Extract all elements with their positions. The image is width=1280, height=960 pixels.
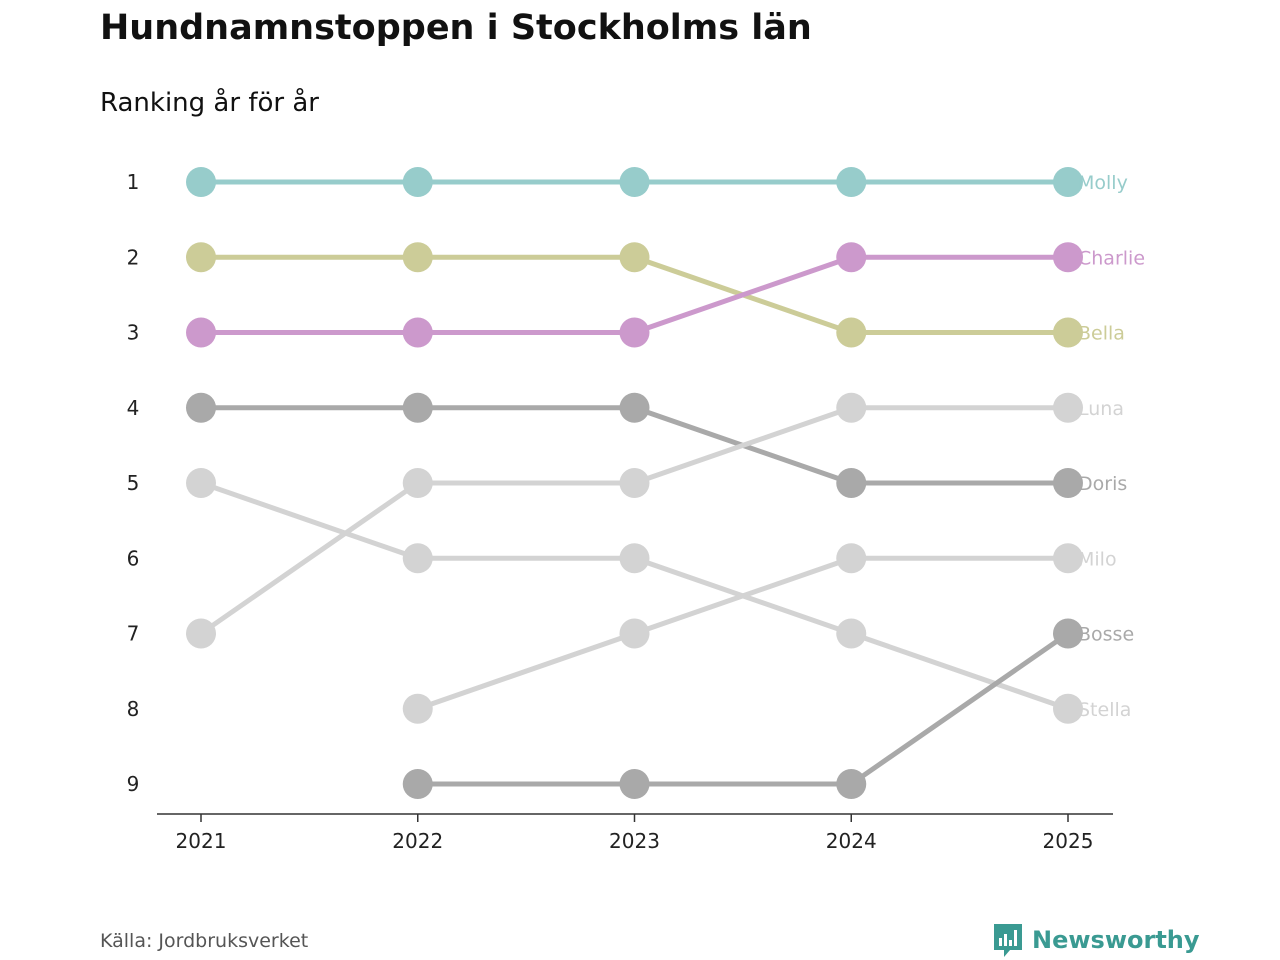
data-point-luna (186, 618, 216, 649)
brand-logo[interactable]: Newsworthy (992, 922, 1200, 958)
data-point-molly (1053, 167, 1083, 197)
x-tick-label: 2023 (609, 829, 660, 853)
series-label-doris: Doris (1078, 473, 1127, 495)
chart-subtitle: Ranking år för år (100, 88, 319, 118)
chart-title: Hundnamnstoppen i Stockholms län (100, 8, 812, 48)
x-tick-label: 2025 (1043, 829, 1094, 853)
series-label-bella: Bella (1078, 323, 1125, 345)
x-tick-label: 2021 (176, 829, 227, 853)
data-point-doris (836, 468, 867, 498)
data-point-bella (402, 242, 433, 273)
y-tick-label: 7 (127, 622, 140, 646)
series-line-luna (198, 405, 1071, 636)
data-point-luna (619, 468, 650, 498)
y-tick-label: 1 (127, 170, 140, 194)
data-point-charlie (186, 317, 216, 348)
data-point-charlie (402, 317, 433, 348)
series-label-luna: Luna (1078, 398, 1124, 420)
data-point-luna (402, 468, 433, 498)
data-point-bosse (836, 769, 867, 799)
data-point-milo (836, 543, 867, 574)
series-line-stella (198, 480, 1071, 712)
data-point-bella (619, 242, 650, 273)
x-tick-label: 2022 (392, 829, 443, 853)
data-point-doris (1053, 468, 1083, 498)
series-line-milo (415, 555, 1071, 712)
data-point-stella (186, 468, 216, 498)
data-point-luna (836, 392, 867, 423)
x-tick-label: 2024 (826, 829, 877, 853)
data-point-charlie (836, 242, 867, 273)
series-label-stella: Stella (1078, 699, 1131, 721)
y-tick-label: 6 (127, 546, 140, 570)
data-point-bosse (402, 769, 433, 799)
y-tick-label: 5 (127, 471, 140, 495)
data-point-molly (186, 167, 216, 197)
bump-chart: 2021 2022 2023 2024 2025 1 2 3 4 5 6 7 8 9 Molly Bella C… (127, 167, 1145, 853)
data-point-bosse (1053, 618, 1083, 649)
source-note: Källa: Jordbruksverket (100, 930, 309, 952)
data-point-bosse (619, 769, 650, 799)
data-point-stella (402, 543, 433, 574)
data-point-charlie (619, 317, 650, 348)
data-point-bella (1053, 317, 1083, 348)
data-point-bella (836, 317, 867, 348)
y-tick-label: 8 (127, 697, 140, 721)
data-point-milo (1053, 543, 1083, 574)
series-label-bosse: Bosse (1078, 624, 1134, 646)
data-point-doris (619, 392, 650, 423)
y-tick-label: 9 (127, 772, 140, 796)
brand-name: Newsworthy (1032, 926, 1200, 954)
data-point-charlie (1053, 242, 1083, 273)
y-tick-label: 2 (127, 245, 140, 269)
data-point-milo (402, 693, 433, 724)
data-point-stella (836, 618, 867, 649)
data-point-molly (836, 167, 867, 197)
data-point-stella (1053, 693, 1083, 724)
data-point-stella (619, 543, 650, 574)
data-point-doris (402, 392, 433, 423)
series-label-milo: Milo (1078, 548, 1117, 570)
data-point-luna (1053, 392, 1083, 423)
series-line-bosse (415, 631, 1071, 787)
series-label-charlie: Charlie (1078, 247, 1145, 269)
data-point-molly (619, 167, 650, 197)
y-tick-label: 4 (127, 396, 140, 420)
data-point-bella (186, 242, 216, 273)
data-point-milo (619, 618, 650, 649)
series-label-molly: Molly (1078, 172, 1128, 194)
y-tick-label: 3 (127, 321, 140, 345)
data-point-molly (402, 167, 433, 197)
data-point-doris (186, 392, 216, 423)
newsworthy-logo-icon (994, 924, 1022, 957)
